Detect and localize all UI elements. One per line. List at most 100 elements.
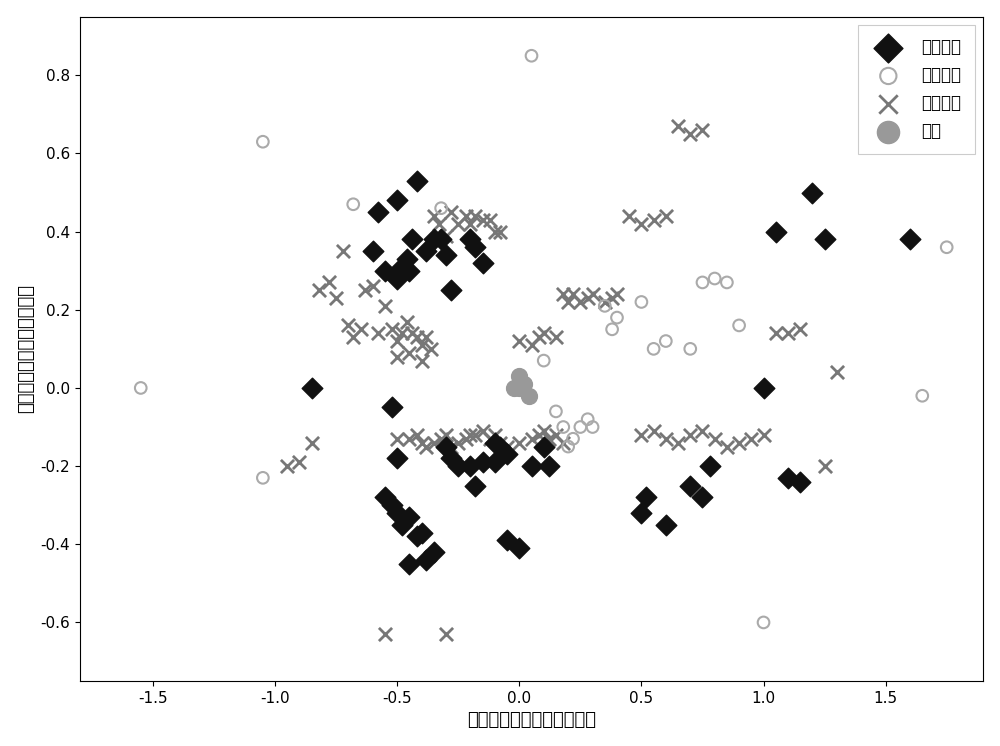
合格样本: [304, 436, 320, 448]
合格样本: [433, 433, 449, 445]
合格样本: [414, 436, 430, 448]
合格样本: [450, 218, 466, 230]
原始样本: [756, 382, 772, 394]
合格样本: [555, 288, 571, 300]
合格样本: [426, 436, 442, 448]
合格样本: [492, 436, 508, 448]
合格样本: [377, 300, 393, 312]
合格样本: [345, 331, 361, 343]
生成样本: [597, 300, 613, 312]
合格样本: [384, 323, 400, 335]
合格样本: [482, 214, 498, 226]
合格样本: [572, 296, 588, 308]
原始样本: [475, 457, 491, 468]
原始样本: [404, 233, 420, 245]
生成样本: [719, 277, 735, 289]
原始样本: [401, 511, 417, 523]
合格样本: [418, 441, 434, 453]
原始样本: [399, 253, 415, 265]
合格样本: [409, 331, 425, 343]
原始样本: [487, 457, 503, 468]
原始样本: [370, 206, 386, 218]
形心: [511, 370, 527, 382]
原始样本: [426, 233, 442, 245]
合格样本: [548, 331, 564, 343]
合格样本: [462, 218, 478, 230]
合格样本: [597, 296, 613, 308]
原始样本: [487, 436, 503, 448]
生成样本: [658, 335, 674, 347]
生成样本: [524, 50, 540, 62]
原始样本: [377, 265, 393, 277]
合格样本: [555, 436, 571, 448]
合格样本: [731, 436, 747, 448]
合格样本: [328, 292, 344, 304]
原始样本: [682, 480, 698, 492]
原始样本: [365, 245, 381, 257]
生成样本: [731, 319, 747, 331]
生成样本: [255, 472, 271, 484]
原始样本: [389, 195, 405, 207]
原始样本: [443, 284, 459, 296]
合格样本: [658, 433, 674, 445]
合格样本: [431, 218, 447, 230]
合格样本: [389, 433, 405, 445]
原始样本: [409, 175, 425, 186]
合格样本: [670, 436, 686, 448]
合格样本: [646, 214, 662, 226]
原始样本: [304, 382, 320, 394]
原始样本: [462, 233, 478, 245]
合格样本: [541, 433, 557, 445]
原始样本: [499, 534, 515, 546]
合格样本: [743, 433, 759, 445]
合格样本: [580, 292, 596, 304]
原始样本: [902, 233, 918, 245]
合格样本: [524, 433, 540, 445]
原始样本: [524, 460, 540, 472]
合格样本: [389, 335, 405, 347]
合格样本: [321, 277, 337, 289]
原始样本: [389, 507, 405, 519]
合格样本: [438, 230, 454, 242]
合格样本: [756, 429, 772, 441]
原始样本: [541, 460, 557, 472]
合格样本: [536, 327, 552, 339]
生成样本: [548, 405, 564, 417]
合格样本: [291, 457, 307, 468]
生成样本: [633, 296, 649, 308]
合格样本: [499, 441, 515, 453]
合格样本: [560, 296, 576, 308]
合格样本: [365, 280, 381, 292]
原始样本: [433, 233, 449, 245]
原始样本: [409, 530, 425, 542]
原始样本: [694, 492, 710, 504]
原始样本: [438, 249, 454, 261]
原始样本: [394, 518, 410, 530]
原始样本: [394, 261, 410, 273]
合格样本: [585, 288, 601, 300]
形心: [506, 382, 522, 394]
生成样本: [707, 272, 723, 284]
生成样本: [585, 421, 601, 433]
合格样本: [780, 327, 796, 339]
Y-axis label: 输入变量主成分的第二维度: 输入变量主成分的第二维度: [17, 284, 35, 413]
合格样本: [633, 429, 649, 441]
生成样本: [345, 198, 361, 210]
合格样本: [565, 288, 581, 300]
生成样本: [682, 343, 698, 355]
原始样本: [768, 225, 784, 237]
合格样本: [482, 433, 498, 445]
合格样本: [401, 347, 417, 359]
合格样本: [633, 218, 649, 230]
合格样本: [658, 210, 674, 222]
原始样本: [702, 460, 718, 472]
原始样本: [426, 546, 442, 558]
合格样本: [438, 628, 454, 640]
合格样本: [531, 429, 547, 441]
合格样本: [438, 429, 454, 441]
合格样本: [443, 206, 459, 218]
原始样本: [633, 507, 649, 519]
原始样本: [414, 527, 430, 539]
合格样本: [536, 425, 552, 437]
合格样本: [670, 120, 686, 132]
